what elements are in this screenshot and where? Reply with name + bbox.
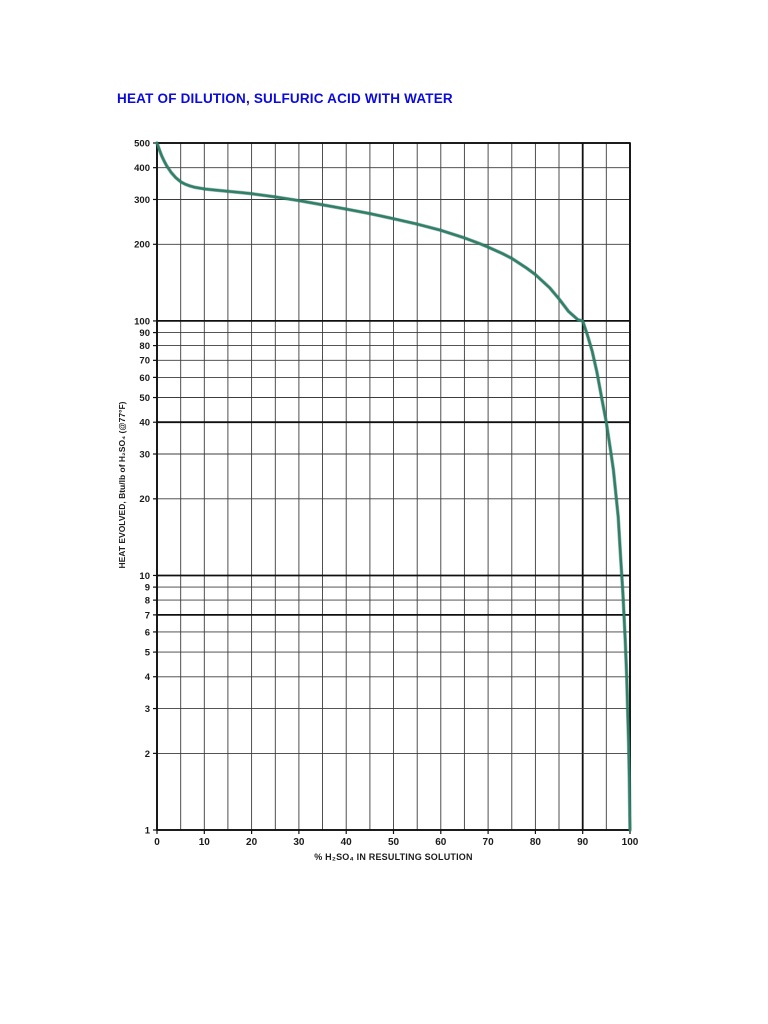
y-tick-label: 20 <box>139 494 150 505</box>
y-tick-label: 9 <box>145 583 150 594</box>
x-tick-label: 0 <box>154 837 160 848</box>
x-tick-label: 20 <box>246 837 258 848</box>
y-tick-label: 6 <box>145 627 150 638</box>
x-tick-label: 60 <box>435 837 447 848</box>
y-tick-label: 100 <box>134 316 150 327</box>
x-tick-label: 90 <box>577 837 589 848</box>
y-tick-label: 400 <box>134 163 150 174</box>
y-tick-label: 50 <box>139 393 150 404</box>
y-tick-label: 1 <box>145 825 151 836</box>
y-tick-label: 10 <box>139 571 150 582</box>
grid <box>156 142 631 831</box>
y-tick-label: 40 <box>139 418 150 429</box>
y-tick-label: 3 <box>145 704 150 715</box>
x-axis-title: % H₂SO₄ IN RESULTING SOLUTION <box>314 852 473 862</box>
y-tick-label: 4 <box>145 672 151 683</box>
y-tick-label: 2 <box>145 749 150 760</box>
x-tick-label: 80 <box>530 837 542 848</box>
y-tick-label: 500 <box>134 138 150 149</box>
x-tick-label: 100 <box>622 837 639 848</box>
y-tick-label: 200 <box>134 240 150 251</box>
y-tick-label: 8 <box>145 596 150 607</box>
y-tick-label: 80 <box>139 341 150 352</box>
x-tick-label: 70 <box>483 837 495 848</box>
y-tick-label: 300 <box>134 195 150 206</box>
chart-title: HEAT OF DILUTION, SULFURIC ACID WITH WAT… <box>117 91 453 106</box>
y-tick-label: 60 <box>139 373 150 384</box>
x-axis-ticks: 0 10 20 30 40 50 60 70 80 90 100 <box>154 830 639 848</box>
x-tick-label: 30 <box>293 837 305 848</box>
y-tick-label: 5 <box>145 647 151 658</box>
x-tick-label: 40 <box>341 837 353 848</box>
y-tick-label: 7 <box>145 610 150 621</box>
x-tick-label: 50 <box>388 837 400 848</box>
y-tick-label: 90 <box>139 328 150 339</box>
y-tick-label: 70 <box>139 356 150 367</box>
x-tick-label: 10 <box>199 837 211 848</box>
y-tick-label: 30 <box>139 449 150 460</box>
data-curve <box>155 141 632 832</box>
